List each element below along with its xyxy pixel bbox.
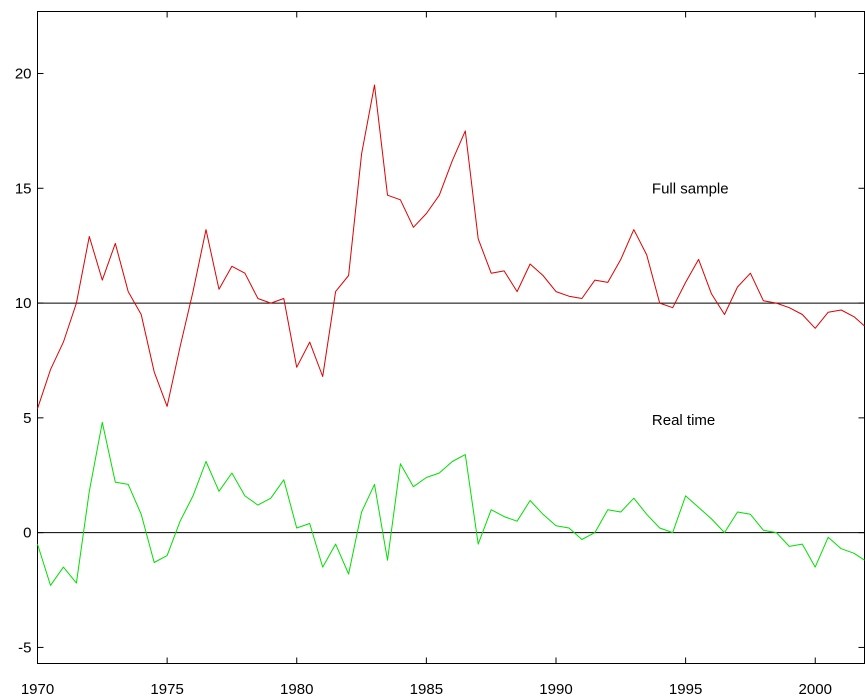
y-tick-label: 0 bbox=[23, 525, 31, 542]
reference-lines bbox=[37, 302, 865, 534]
series-annotations: Full sample Real time bbox=[652, 180, 729, 429]
series-annotation: Real time bbox=[652, 412, 715, 429]
plot-frame bbox=[37, 11, 865, 664]
x-tick-label: 1980 bbox=[280, 681, 313, 698]
x-tick-label: 1995 bbox=[669, 681, 702, 698]
y-tick-label: 5 bbox=[23, 410, 31, 427]
y-tick-label: -5 bbox=[18, 639, 31, 656]
axis-ticks bbox=[37, 11, 865, 664]
x-tick-label: 1985 bbox=[410, 681, 443, 698]
x-tick-label: 1975 bbox=[150, 681, 183, 698]
series-annotation: Full sample bbox=[652, 180, 729, 197]
series-line-2 bbox=[37, 421, 865, 586]
x-tick-label: 1970 bbox=[21, 681, 54, 698]
tick-labels: 1970 1975 1980 1985 1990 1995 2000 -5 0 5 10 15 20 bbox=[15, 65, 832, 698]
series-line-1 bbox=[37, 84, 865, 409]
series-group bbox=[37, 84, 865, 586]
x-tick-label: 2000 bbox=[799, 681, 832, 698]
x-tick-label: 1990 bbox=[539, 681, 572, 698]
y-tick-label: 15 bbox=[15, 180, 32, 197]
y-tick-label: 20 bbox=[15, 65, 32, 82]
y-tick-label: 10 bbox=[15, 295, 32, 312]
